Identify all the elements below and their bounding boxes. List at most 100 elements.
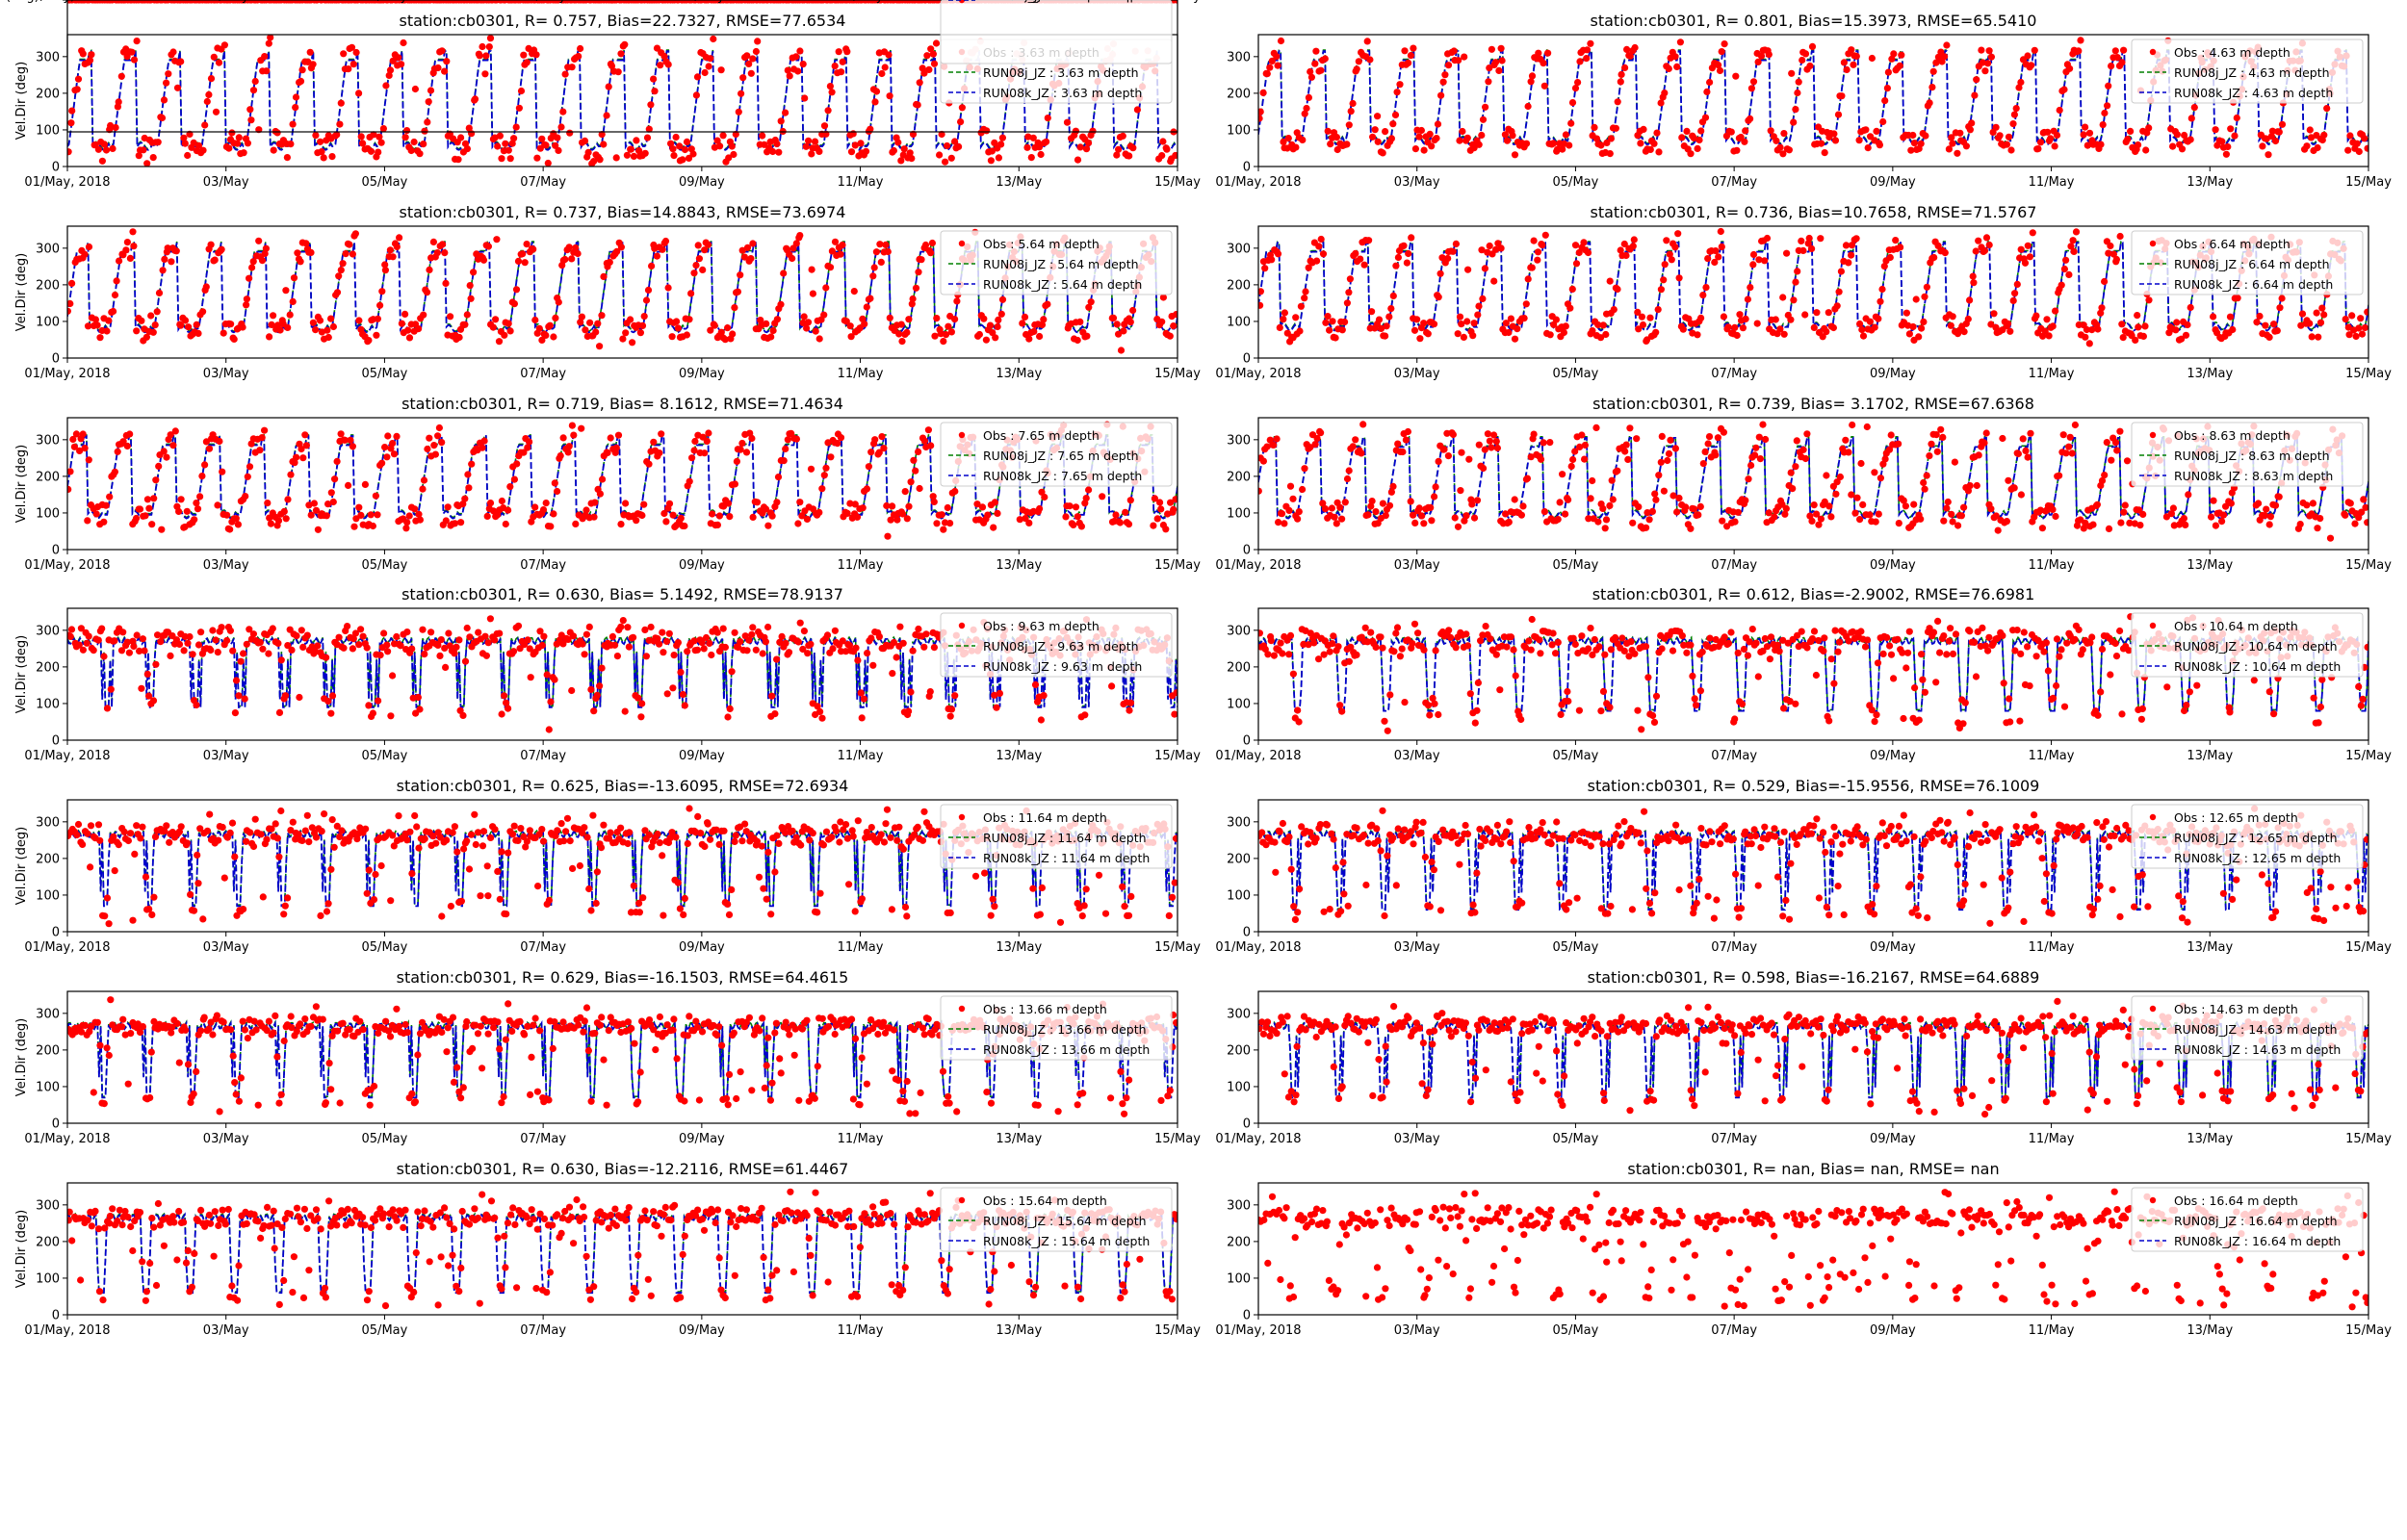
- obs-point: [1452, 240, 1460, 247]
- obs-point: [1592, 424, 1600, 431]
- obs-point: [1763, 234, 1772, 243]
- obs-point: [707, 835, 714, 843]
- obs-point: [617, 824, 625, 832]
- obs-point: [1724, 323, 1732, 331]
- obs-point: [2181, 706, 2188, 715]
- y-tick-label: 200: [1227, 470, 1251, 484]
- obs-point: [1268, 256, 1276, 264]
- obs-point: [757, 317, 764, 324]
- obs-point: [1876, 475, 1884, 482]
- obs-point: [1618, 70, 1625, 78]
- obs-point: [2355, 682, 2363, 691]
- obs-point: [1634, 308, 1642, 316]
- obs-point: [624, 624, 632, 631]
- obs-point: [1480, 464, 1488, 473]
- obs-point: [117, 72, 125, 80]
- obs-point: [312, 326, 320, 334]
- obs-point: [928, 239, 937, 247]
- obs-point: [136, 647, 143, 655]
- obs-point: [112, 123, 119, 132]
- obs-point: [1440, 446, 1448, 453]
- obs-point: [347, 436, 354, 444]
- x-tick-label: 01/May, 2018: [1215, 175, 1301, 190]
- obs-point: [1638, 726, 1645, 733]
- obs-point: [2040, 648, 2048, 655]
- obs-point: [630, 633, 637, 641]
- obs-point: [2088, 633, 2096, 641]
- obs-point: [289, 120, 297, 128]
- x-tick-label: 09/May: [679, 749, 725, 763]
- obs-point: [694, 242, 702, 249]
- obs-point: [2267, 133, 2275, 141]
- obs-point: [408, 645, 416, 653]
- obs-point: [1492, 245, 1500, 253]
- obs-point: [207, 646, 215, 654]
- obs-point: [1035, 143, 1044, 151]
- obs-point: [807, 640, 815, 648]
- obs-point: [1818, 140, 1825, 147]
- obs-point: [1559, 145, 1566, 153]
- obs-point: [796, 232, 804, 240]
- obs-point: [1414, 629, 1422, 637]
- obs-point: [869, 661, 877, 669]
- legend-marker-obs: [2149, 431, 2157, 439]
- obs-point: [1411, 145, 1419, 153]
- obs-point: [907, 478, 915, 486]
- obs-point: [2182, 521, 2189, 529]
- obs-point: [219, 823, 226, 832]
- obs-point: [1712, 635, 1720, 644]
- obs-point: [834, 440, 841, 448]
- obs-point: [337, 99, 345, 107]
- obs-point: [683, 138, 691, 145]
- obs-point: [331, 475, 339, 483]
- obs-point: [1794, 631, 1801, 639]
- obs-point: [1478, 246, 1486, 254]
- obs-point: [1755, 256, 1763, 264]
- obs-point: [74, 75, 83, 83]
- obs-point: [1945, 637, 1953, 645]
- obs-point: [1301, 295, 1308, 302]
- obs-point: [438, 912, 446, 920]
- obs-point: [158, 526, 166, 533]
- obs-point: [1125, 911, 1133, 919]
- obs-point: [67, 299, 74, 308]
- axes-frame: [66, 417, 1178, 551]
- obs-point: [1801, 311, 1809, 319]
- obs-point: [2229, 325, 2237, 334]
- obs-point: [2355, 514, 2363, 522]
- obs-point: [1581, 441, 1589, 449]
- obs-point: [916, 79, 923, 87]
- obs-point: [749, 624, 757, 631]
- obs-point: [293, 632, 300, 640]
- obs-point: [1594, 518, 1602, 526]
- obs-point: [1540, 439, 1547, 447]
- obs-point: [585, 623, 593, 631]
- obs-point: [1945, 145, 1953, 153]
- obs-point: [1317, 66, 1325, 74]
- y-tick-label: 200: [36, 278, 60, 293]
- obs-point: [539, 506, 548, 514]
- obs-point: [393, 632, 401, 641]
- obs-point: [2181, 131, 2188, 140]
- obs-point: [932, 39, 941, 47]
- obs-point: [1928, 440, 1935, 448]
- obs-point: [429, 833, 437, 840]
- obs-point: [1266, 64, 1274, 71]
- obs-point: [189, 651, 196, 658]
- obs-point: [1379, 500, 1386, 507]
- obs-point: [1449, 247, 1457, 255]
- obs-point: [642, 296, 651, 304]
- obs-point: [946, 712, 954, 720]
- obs-point: [886, 92, 893, 100]
- obs-point: [594, 320, 602, 327]
- obs-point: [384, 648, 392, 655]
- y-axis-label: Vel.Dir (deg): [14, 253, 29, 331]
- obs-point: [2218, 138, 2226, 145]
- obs-point: [732, 130, 739, 139]
- obs-point: [365, 866, 373, 874]
- obs-point: [2173, 131, 2181, 139]
- obs-point: [135, 152, 142, 160]
- obs-point: [1599, 504, 1607, 513]
- obs-point: [2047, 135, 2055, 142]
- obs-point: [2309, 500, 2316, 507]
